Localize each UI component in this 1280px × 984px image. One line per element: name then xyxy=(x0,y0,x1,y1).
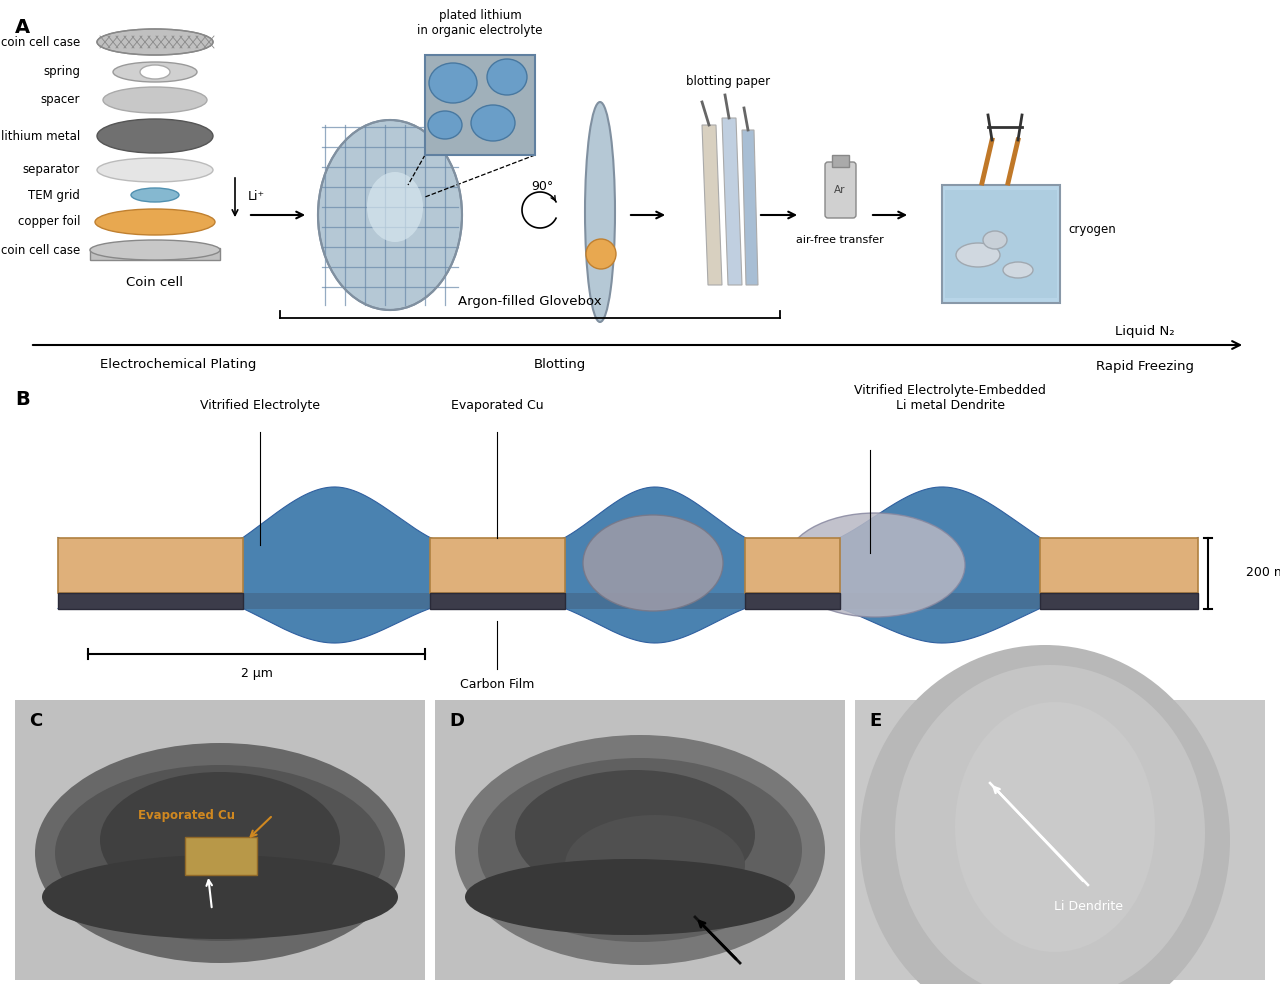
Ellipse shape xyxy=(100,772,340,908)
Ellipse shape xyxy=(564,815,745,915)
Ellipse shape xyxy=(582,515,723,611)
Text: D: D xyxy=(449,712,465,730)
Ellipse shape xyxy=(429,63,477,103)
Ellipse shape xyxy=(35,743,404,963)
Ellipse shape xyxy=(97,29,212,55)
Ellipse shape xyxy=(367,172,422,242)
Text: plated lithium
in organic electrolyte: plated lithium in organic electrolyte xyxy=(417,9,543,37)
Ellipse shape xyxy=(140,65,170,79)
Ellipse shape xyxy=(486,59,527,95)
Polygon shape xyxy=(722,118,742,285)
Bar xyxy=(90,248,220,260)
Bar xyxy=(186,837,257,875)
Text: E: E xyxy=(869,712,881,730)
Ellipse shape xyxy=(131,188,179,202)
Bar xyxy=(945,190,1057,298)
Bar xyxy=(745,537,840,592)
Ellipse shape xyxy=(956,243,1000,267)
Bar xyxy=(1039,537,1198,592)
Text: Argon-filled Glovebox: Argon-filled Glovebox xyxy=(458,295,602,308)
Text: TEM grid: TEM grid xyxy=(28,189,79,202)
Text: A: A xyxy=(15,18,31,37)
Text: Ar: Ar xyxy=(835,185,846,195)
Bar xyxy=(15,700,425,980)
Text: Vitrified Electrolyte-Embedded
Li metal Dendrite: Vitrified Electrolyte-Embedded Li metal … xyxy=(854,384,1046,412)
Text: separator: separator xyxy=(23,163,79,176)
Text: 200 nm: 200 nm xyxy=(1245,567,1280,580)
Text: Li Dendrite: Li Dendrite xyxy=(1053,900,1123,913)
Ellipse shape xyxy=(95,209,215,235)
Text: spring: spring xyxy=(44,66,79,79)
Polygon shape xyxy=(742,130,758,285)
Text: B: B xyxy=(15,390,29,409)
Text: Carbon Film: Carbon Film xyxy=(460,679,534,692)
Bar xyxy=(942,185,1060,303)
Bar xyxy=(425,55,535,155)
Ellipse shape xyxy=(454,735,826,965)
Bar xyxy=(435,700,845,980)
Text: coin cell case: coin cell case xyxy=(1,243,79,257)
Text: air-free transfer: air-free transfer xyxy=(796,235,884,245)
Bar xyxy=(58,537,243,592)
Ellipse shape xyxy=(97,158,212,182)
Ellipse shape xyxy=(895,665,1204,984)
Ellipse shape xyxy=(317,120,462,310)
Ellipse shape xyxy=(90,240,220,260)
Bar xyxy=(1039,592,1198,608)
Text: copper foil: copper foil xyxy=(18,215,79,228)
Ellipse shape xyxy=(102,87,207,113)
FancyBboxPatch shape xyxy=(826,162,856,218)
Text: Blotting: Blotting xyxy=(534,358,586,371)
Text: Evaporated Cu: Evaporated Cu xyxy=(138,809,236,822)
Text: blotting paper: blotting paper xyxy=(686,75,771,88)
Ellipse shape xyxy=(515,770,755,900)
Text: spacer: spacer xyxy=(41,93,79,106)
Polygon shape xyxy=(701,125,722,285)
Text: C: C xyxy=(29,712,42,730)
Text: coin cell case: coin cell case xyxy=(1,35,79,48)
Bar xyxy=(430,537,564,592)
Polygon shape xyxy=(58,487,1198,643)
Ellipse shape xyxy=(785,513,965,617)
Bar xyxy=(745,592,840,608)
Ellipse shape xyxy=(97,119,212,153)
Ellipse shape xyxy=(42,855,398,939)
Text: Li⁺: Li⁺ xyxy=(248,191,265,204)
Text: Liquid N₂: Liquid N₂ xyxy=(1115,325,1175,338)
Bar xyxy=(58,592,243,608)
Ellipse shape xyxy=(471,105,515,141)
Bar xyxy=(430,592,564,608)
Text: Coin cell: Coin cell xyxy=(127,276,183,289)
Ellipse shape xyxy=(860,645,1230,984)
Ellipse shape xyxy=(955,702,1155,952)
Ellipse shape xyxy=(428,111,462,139)
Ellipse shape xyxy=(586,239,616,269)
Ellipse shape xyxy=(585,102,614,322)
Text: cryogen: cryogen xyxy=(1068,223,1116,236)
Ellipse shape xyxy=(113,62,197,82)
Text: Electrochemical Plating: Electrochemical Plating xyxy=(100,358,256,371)
Bar xyxy=(832,155,849,167)
Ellipse shape xyxy=(477,758,803,942)
Bar xyxy=(855,700,1265,980)
Ellipse shape xyxy=(465,859,795,935)
Text: Vitrified Electrolyte: Vitrified Electrolyte xyxy=(200,399,320,412)
Ellipse shape xyxy=(1004,262,1033,278)
Text: 2 μm: 2 μm xyxy=(241,667,273,681)
Text: Evaporated Cu: Evaporated Cu xyxy=(451,399,543,412)
Text: lithium metal: lithium metal xyxy=(1,130,79,143)
Ellipse shape xyxy=(983,231,1007,249)
Bar xyxy=(58,592,1198,608)
Text: Rapid Freezing: Rapid Freezing xyxy=(1096,360,1194,373)
Text: 90°: 90° xyxy=(531,179,553,193)
Ellipse shape xyxy=(55,765,385,941)
